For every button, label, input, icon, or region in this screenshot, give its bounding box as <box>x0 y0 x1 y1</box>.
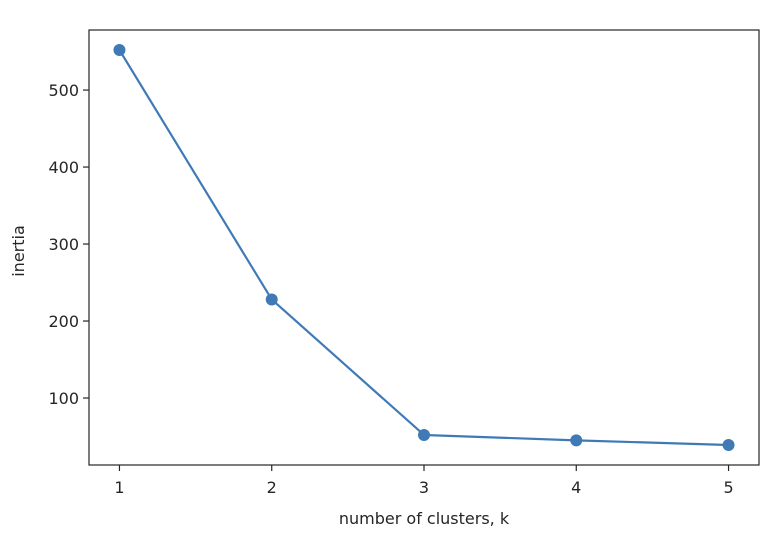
data-point <box>570 434 583 447</box>
series-line <box>118 49 729 447</box>
x-tick-label: 4 <box>571 478 581 497</box>
y-axis: 100 200 300 400 500 <box>48 81 89 408</box>
x-tick-label: 1 <box>114 478 124 497</box>
x-tick-label: 2 <box>267 478 277 497</box>
plot-area <box>88 29 760 466</box>
x-tick-label: 3 <box>419 478 429 497</box>
x-tick-label: 5 <box>723 478 733 497</box>
data-point <box>265 293 278 306</box>
series-inertia <box>113 44 735 451</box>
x-axis: 1 2 3 4 5 <box>114 465 734 497</box>
data-point <box>418 428 430 441</box>
y-axis-label: inertia <box>9 225 28 277</box>
y-tick-label: 200 <box>48 312 79 331</box>
y-tick-label: 500 <box>48 81 79 100</box>
x-axis-label: number of clusters, k <box>339 509 510 528</box>
data-point <box>722 438 735 451</box>
y-tick-label: 400 <box>48 158 79 177</box>
plot-frame <box>88 29 760 466</box>
y-tick-label: 300 <box>48 235 79 254</box>
y-tick-label: 100 <box>48 389 79 408</box>
data-point <box>113 44 126 57</box>
